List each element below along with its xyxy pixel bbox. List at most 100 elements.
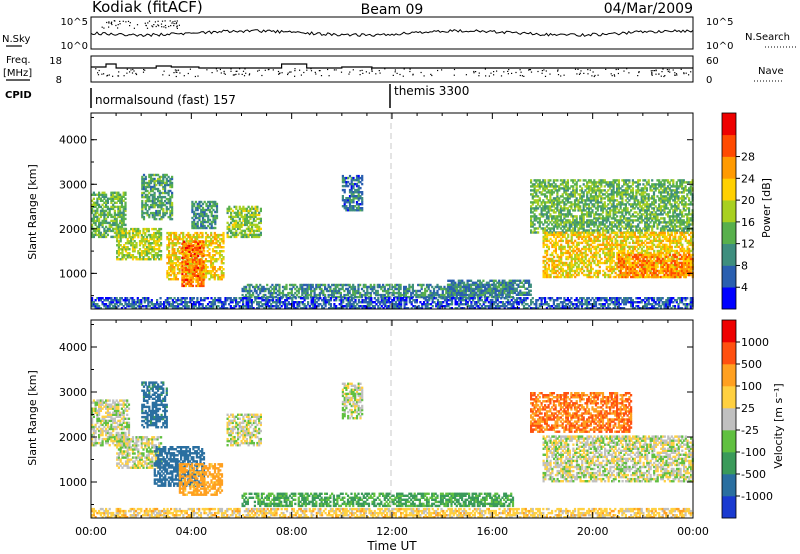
- heatmap-cell: [171, 266, 174, 269]
- nsky-dot: [176, 26, 178, 28]
- heatmap-cell: [640, 195, 643, 198]
- heatmap-cell: [169, 209, 172, 213]
- heatmap-cell: [222, 237, 225, 241]
- heatmap-cell: [341, 176, 344, 180]
- heatmap-cell: [563, 221, 566, 224]
- heatmap-cell: [610, 191, 613, 194]
- heatmap-cell: [198, 246, 202, 249]
- heatmap-cell: [612, 183, 615, 186]
- freq-label: Freq.: [6, 55, 31, 66]
- heatmap-cell: [579, 207, 582, 210]
- heatmap-cell: [362, 289, 365, 293]
- heatmap-cell: [240, 211, 243, 215]
- heatmap-cell: [593, 197, 596, 200]
- heatmap-cell: [573, 203, 577, 206]
- heatmap-cell: [596, 229, 599, 232]
- heatmap-cell: [153, 237, 156, 241]
- nave-dot: [142, 71, 145, 73]
- heatmap-cell: [537, 195, 540, 198]
- heatmap-cell: [533, 187, 536, 190]
- heatmap-cell: [329, 289, 332, 293]
- heatmap-cell: [635, 203, 638, 206]
- heatmap-cell: [640, 217, 643, 220]
- heatmap-cell: [572, 185, 575, 188]
- heatmap-cell: [652, 201, 656, 204]
- heatmap-cell: [238, 211, 241, 215]
- heatmap-cell: [231, 227, 234, 231]
- heatmap-cell: [156, 256, 159, 259]
- heatmap-cell: [103, 215, 106, 219]
- heatmap-cell: [413, 293, 416, 297]
- heatmap-cell: [596, 225, 599, 228]
- heatmap-cell: [149, 258, 152, 261]
- heatmap-cell: [200, 244, 203, 247]
- heatmap-cell: [193, 274, 196, 278]
- heatmap-cell: [160, 207, 163, 211]
- heatmap-cell: [466, 293, 469, 297]
- heatmap-cell: [547, 247, 550, 251]
- heatmap-cell: [162, 185, 165, 189]
- heatmap-cell: [164, 173, 167, 177]
- heatmap-cell: [591, 219, 594, 222]
- heatmap-cell: [149, 193, 153, 197]
- heatmap-cell: [473, 291, 476, 294]
- heatmap-cell: [596, 199, 599, 202]
- heatmap-cell: [112, 229, 115, 233]
- heatmap-cell: [191, 284, 194, 288]
- heatmap-cell: [213, 268, 216, 271]
- heatmap-cell: [115, 213, 118, 217]
- nave-dot: [143, 69, 145, 71]
- heatmap-cell: [545, 217, 548, 220]
- heatmap-cell: [196, 224, 199, 228]
- heatmap-cell: [610, 209, 613, 212]
- heatmap-cell: [612, 213, 615, 216]
- heatmap-cell: [619, 187, 622, 190]
- heatmap-cell: [448, 283, 452, 286]
- heatmap-cell: [106, 199, 109, 202]
- heatmap-cell: [153, 197, 156, 201]
- heatmap-cell: [529, 285, 532, 288]
- heatmap-cell: [131, 229, 135, 233]
- heatmap-cell: [249, 227, 252, 231]
- heatmap-cell: [399, 291, 402, 295]
- heatmap-cell: [621, 195, 624, 198]
- heatmap-cell: [531, 189, 534, 192]
- heatmap-cell: [631, 181, 634, 184]
- heatmap-cell: [158, 179, 161, 183]
- heatmap-cell: [240, 233, 243, 237]
- heatmap-cell: [343, 203, 346, 206]
- heatmap-cell: [98, 205, 101, 209]
- heatmap-cell: [355, 209, 359, 212]
- heatmap-cell: [568, 213, 571, 216]
- nsky-dot: [101, 26, 103, 28]
- heatmap-cell: [612, 215, 615, 218]
- heatmap-cell: [231, 223, 234, 227]
- heatmap-cell: [642, 209, 645, 212]
- heatmap-cell: [208, 226, 212, 230]
- heatmap-cell: [642, 189, 645, 192]
- heatmap-cell: [195, 280, 198, 284]
- heatmap-cell: [162, 201, 165, 205]
- heatmap-cell: [158, 177, 161, 181]
- heatmap-cell: [181, 266, 184, 270]
- heatmap-cell: [492, 289, 495, 292]
- heatmap-cell: [617, 193, 620, 196]
- heatmap-cell: [332, 289, 335, 293]
- heatmap-cell: [617, 219, 620, 222]
- heatmap-cell: [171, 213, 174, 217]
- heatmap-cell: [167, 175, 170, 179]
- heatmap-cell: [151, 237, 154, 241]
- heatmap-cell: [204, 258, 208, 261]
- heatmap-cell: [237, 221, 240, 225]
- heatmap-cell: [577, 179, 580, 182]
- heatmap-cell: [183, 280, 186, 284]
- station-title: Kodiak (fitACF): [92, 0, 203, 16]
- heatmap-cell: [577, 205, 580, 208]
- heatmap-cell: [359, 283, 362, 287]
- heatmap-cell: [91, 193, 94, 196]
- heatmap-cell: [626, 225, 629, 228]
- heatmap-cell: [424, 293, 427, 297]
- heatmap-cell: [565, 191, 568, 194]
- heatmap-cell: [616, 179, 619, 182]
- heatmap-cell: [158, 195, 161, 199]
